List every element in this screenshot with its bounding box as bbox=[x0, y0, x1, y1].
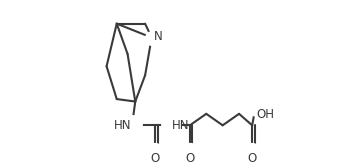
Text: O: O bbox=[185, 152, 194, 164]
Text: N: N bbox=[154, 30, 162, 43]
Text: O: O bbox=[248, 152, 257, 164]
Text: OH: OH bbox=[256, 108, 274, 121]
Text: O: O bbox=[150, 152, 159, 164]
Text: HN: HN bbox=[114, 119, 131, 132]
Text: HN: HN bbox=[172, 119, 190, 132]
